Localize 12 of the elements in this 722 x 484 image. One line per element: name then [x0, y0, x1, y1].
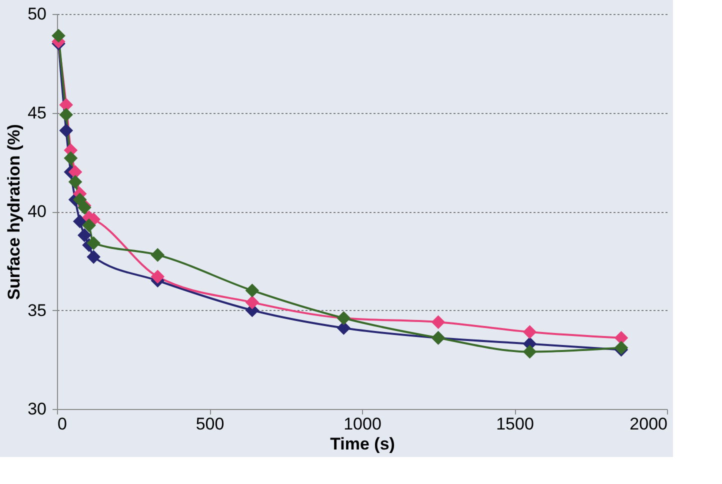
- x-tick-label: 500: [196, 414, 224, 434]
- y-tick-label: 50: [28, 4, 46, 24]
- y-tick-label: 30: [28, 400, 46, 418]
- x-tick-label: 1500: [496, 414, 534, 434]
- x-axis-title: Time (s): [330, 434, 395, 454]
- y-tick-label: 35: [28, 300, 46, 320]
- x-tick-label: 2000: [630, 414, 668, 434]
- y-axis-title: Surface hydration (%): [4, 124, 24, 300]
- x-tick-label: 0: [58, 414, 67, 434]
- x-tick-label: 1000: [344, 414, 382, 434]
- y-tick-label: 45: [28, 103, 46, 122]
- y-tick-label: 40: [28, 202, 46, 221]
